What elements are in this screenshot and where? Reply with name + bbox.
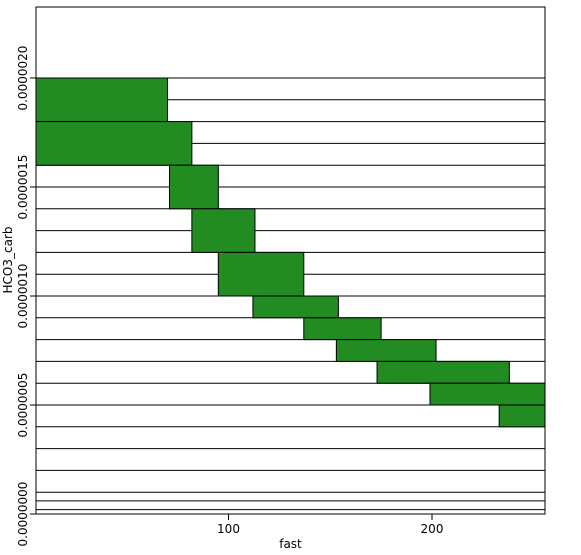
x-tick-label: 100: [217, 522, 240, 536]
bar: [303, 317, 382, 341]
y-tick-label: 0.0000000: [16, 482, 30, 547]
y-tick-label: 0.0000015: [16, 155, 30, 220]
bar: [252, 295, 339, 319]
bar: [168, 164, 219, 210]
bar: [335, 339, 437, 362]
bar: [376, 360, 510, 384]
bar: [35, 77, 168, 123]
bar: [35, 121, 193, 166]
bar: [217, 251, 305, 297]
y-tick-label: 0.0000010: [16, 264, 30, 329]
y-tick-label: 0.0000020: [16, 46, 30, 111]
y-tick-label: 0.0000005: [16, 373, 30, 438]
bar: [191, 208, 256, 253]
x-tick-label: 200: [421, 522, 444, 536]
bars: [35, 77, 546, 428]
y-axis: 0.0000000 0.0000005 0.0000010 0.0000015 0.00…: [16, 46, 36, 547]
x-axis-label: fast: [279, 537, 302, 551]
x-axis: 100200300400500: [217, 514, 444, 536]
bar: [498, 404, 546, 428]
y-axis-label: HCO3_carb: [1, 227, 15, 294]
bar: [429, 382, 546, 406]
plot-frame: [35, 6, 546, 515]
